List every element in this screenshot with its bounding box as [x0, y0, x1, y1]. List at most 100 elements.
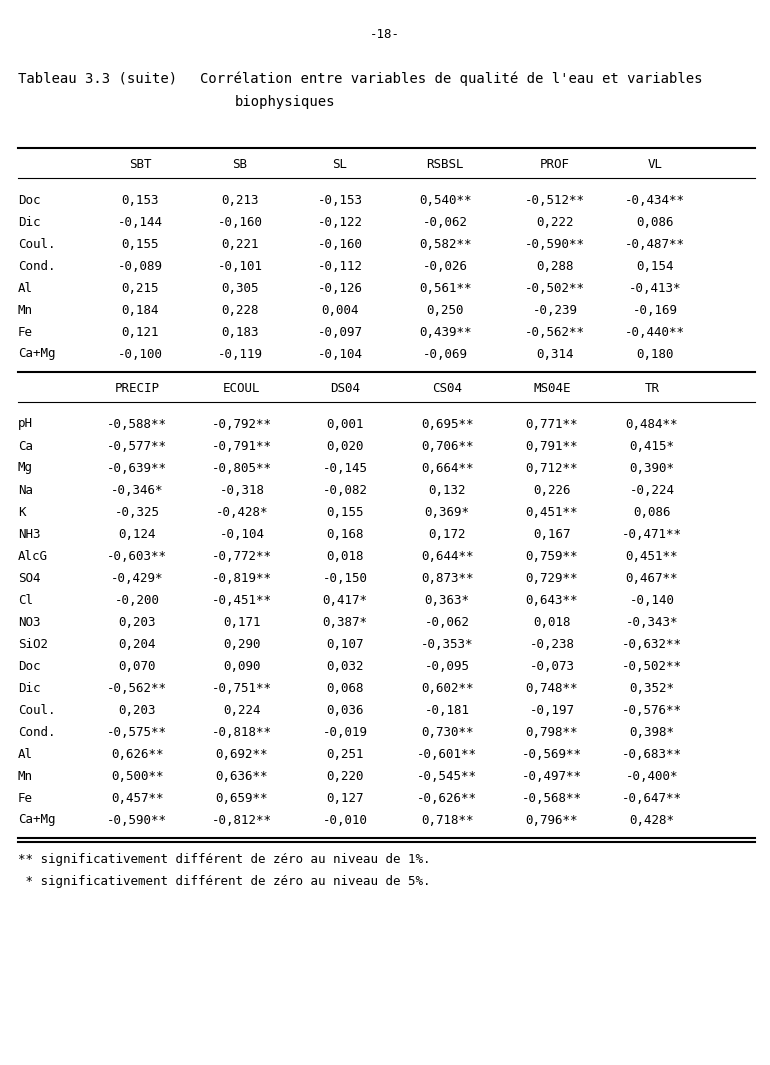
Text: -0,576**: -0,576** — [622, 704, 682, 717]
Text: -0,502**: -0,502** — [622, 659, 682, 672]
Text: 0,791**: 0,791** — [526, 440, 578, 453]
Text: 0,718**: 0,718** — [420, 814, 474, 826]
Text: Na: Na — [18, 484, 33, 496]
Text: 0,090: 0,090 — [223, 659, 261, 672]
Text: 0,086: 0,086 — [633, 506, 671, 519]
Text: 0,086: 0,086 — [636, 215, 674, 229]
Text: 0,415*: 0,415* — [630, 440, 675, 453]
Text: -0,819**: -0,819** — [212, 572, 272, 585]
Text: 0,213: 0,213 — [221, 194, 259, 207]
Text: -0,569**: -0,569** — [522, 748, 582, 760]
Text: -0,073: -0,073 — [530, 659, 574, 672]
Text: 0,167: 0,167 — [534, 527, 571, 541]
Text: Ca+Mg: Ca+Mg — [18, 814, 55, 826]
Text: 0,712**: 0,712** — [526, 461, 578, 475]
Text: 0,398*: 0,398* — [630, 725, 675, 738]
Text: 0,184: 0,184 — [121, 304, 159, 316]
Text: 0,220: 0,220 — [326, 770, 363, 783]
Text: 0,203: 0,203 — [119, 616, 156, 628]
Text: Doc: Doc — [18, 659, 41, 672]
Text: 0,154: 0,154 — [636, 260, 674, 273]
Text: -0,429*: -0,429* — [111, 572, 163, 585]
Text: 0,439**: 0,439** — [419, 326, 471, 339]
Text: 0,644**: 0,644** — [420, 550, 474, 562]
Text: 0,759**: 0,759** — [526, 550, 578, 562]
Text: Coul.: Coul. — [18, 237, 55, 250]
Text: 0,153: 0,153 — [121, 194, 159, 207]
Text: -0,603**: -0,603** — [107, 550, 167, 562]
Text: Cond.: Cond. — [18, 725, 55, 738]
Text: -0,069: -0,069 — [423, 347, 467, 360]
Text: 0,226: 0,226 — [534, 484, 571, 496]
Text: -0,097: -0,097 — [317, 326, 363, 339]
Text: Mg: Mg — [18, 461, 33, 475]
Text: 0,730**: 0,730** — [420, 725, 474, 738]
Text: -0,197: -0,197 — [530, 704, 574, 717]
Text: SO4: SO4 — [18, 572, 41, 585]
Text: 0,132: 0,132 — [428, 484, 466, 496]
Text: -0,160: -0,160 — [317, 237, 363, 250]
Text: -0,126: -0,126 — [317, 281, 363, 295]
Text: 0,314: 0,314 — [536, 347, 574, 360]
Text: -0,239: -0,239 — [533, 304, 578, 316]
Text: -0,568**: -0,568** — [522, 791, 582, 804]
Text: 0,107: 0,107 — [326, 638, 363, 651]
Text: PROF: PROF — [540, 158, 570, 170]
Text: -0,451**: -0,451** — [212, 593, 272, 606]
Text: Fe: Fe — [18, 326, 33, 339]
Text: -0,791**: -0,791** — [212, 440, 272, 453]
Text: 0,018: 0,018 — [326, 550, 363, 562]
Text: -18-: -18- — [370, 28, 400, 40]
Text: -0,805**: -0,805** — [212, 461, 272, 475]
Text: -0,588**: -0,588** — [107, 417, 167, 430]
Text: 0,695**: 0,695** — [420, 417, 474, 430]
Text: 0,127: 0,127 — [326, 791, 363, 804]
Text: -0,346*: -0,346* — [111, 484, 163, 496]
Text: -0,400*: -0,400* — [626, 770, 678, 783]
Text: 0,451**: 0,451** — [526, 506, 578, 519]
Text: 0,748**: 0,748** — [526, 682, 578, 694]
Text: -0,122: -0,122 — [317, 215, 363, 229]
Text: 0,172: 0,172 — [428, 527, 466, 541]
Text: -0,812**: -0,812** — [212, 814, 272, 826]
Text: AlcG: AlcG — [18, 550, 48, 562]
Text: 0,873**: 0,873** — [420, 572, 474, 585]
Text: MS04E: MS04E — [534, 381, 571, 394]
Text: 0,796**: 0,796** — [526, 814, 578, 826]
Text: -0,562**: -0,562** — [107, 682, 167, 694]
Text: -0,140: -0,140 — [630, 593, 675, 606]
Text: -0,683**: -0,683** — [622, 748, 682, 760]
Text: 0,369*: 0,369* — [424, 506, 470, 519]
Text: -0,089: -0,089 — [118, 260, 162, 273]
Text: -0,626**: -0,626** — [417, 791, 477, 804]
Text: Al: Al — [18, 748, 33, 760]
Text: 0,001: 0,001 — [326, 417, 363, 430]
Text: biophysiques: biophysiques — [235, 95, 336, 109]
Text: SiO2: SiO2 — [18, 638, 48, 651]
Text: 0,121: 0,121 — [121, 326, 159, 339]
Text: Ca+Mg: Ca+Mg — [18, 347, 55, 360]
Text: -0,772**: -0,772** — [212, 550, 272, 562]
Text: 0,250: 0,250 — [427, 304, 464, 316]
Text: -0,200: -0,200 — [115, 593, 159, 606]
Text: -0,428*: -0,428* — [216, 506, 268, 519]
Text: Dic: Dic — [18, 215, 41, 229]
Text: -0,104: -0,104 — [317, 347, 363, 360]
Text: 0,070: 0,070 — [119, 659, 156, 672]
Text: NO3: NO3 — [18, 616, 41, 628]
Text: 0,183: 0,183 — [221, 326, 259, 339]
Text: 0,221: 0,221 — [221, 237, 259, 250]
Text: -0,353*: -0,353* — [420, 638, 474, 651]
Text: -0,238: -0,238 — [530, 638, 574, 651]
Text: 0,798**: 0,798** — [526, 725, 578, 738]
Text: -0,119: -0,119 — [217, 347, 263, 360]
Text: -0,440**: -0,440** — [625, 326, 685, 339]
Text: NH3: NH3 — [18, 527, 41, 541]
Text: SBT: SBT — [129, 158, 151, 170]
Text: 0,451**: 0,451** — [626, 550, 678, 562]
Text: Mn: Mn — [18, 304, 33, 316]
Text: -0,100: -0,100 — [118, 347, 162, 360]
Text: Fe: Fe — [18, 791, 33, 804]
Text: 0,215: 0,215 — [121, 281, 159, 295]
Text: -0,325: -0,325 — [115, 506, 159, 519]
